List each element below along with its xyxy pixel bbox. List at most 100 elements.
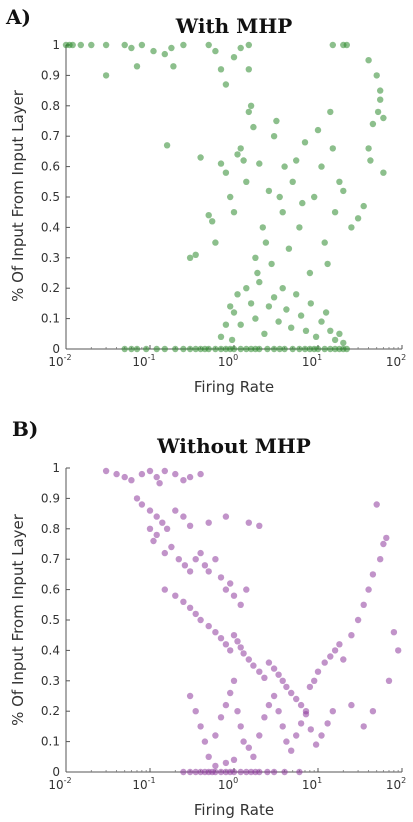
panel-a-data-point	[365, 145, 372, 152]
panel-a-data-point	[222, 169, 230, 176]
panel-b: B) Without MHP % Of Input From Input Lay…	[9, 417, 406, 819]
panel-b-data-point	[293, 695, 300, 703]
panel-b-data-point	[197, 616, 204, 624]
panel-b-data-point	[306, 683, 314, 691]
panel-b-data-point	[205, 753, 212, 760]
panel-b-data-point	[227, 580, 234, 587]
panel-b-data-point	[256, 768, 263, 776]
panel-a-data-point	[273, 117, 280, 125]
panel-b-data-point	[365, 586, 372, 593]
panel-b-data-point	[133, 495, 141, 502]
panel-a-data-point	[69, 41, 76, 49]
panel-b-data-point	[340, 656, 347, 663]
panel-b-data-point	[230, 592, 238, 599]
panel-b-x-tick-label: 10-1	[132, 776, 155, 792]
panel-a-data-point	[186, 345, 194, 353]
panel-a-xlabel: Firing Rate	[194, 378, 274, 396]
panel-a-data-point	[354, 215, 362, 222]
panel-b-data-point	[265, 659, 273, 666]
panel-a-data-point	[321, 345, 328, 353]
panel-a-data-point	[234, 291, 241, 298]
panel-b-data-point	[383, 534, 390, 542]
panel-a-data-point	[217, 333, 225, 340]
panel-b-data-point	[197, 549, 204, 557]
panel-a-data-point	[314, 126, 322, 134]
panel-b-data-point	[270, 768, 278, 776]
panel-a-data-point	[374, 108, 382, 116]
panel-b-data-point	[288, 689, 295, 697]
panel-b-data-point	[212, 768, 219, 776]
panel-b-data-point	[128, 477, 135, 484]
panel-b-data-point	[153, 513, 160, 520]
panel-a-data-point	[336, 330, 343, 337]
panel-a-axes: 0 0.1 0.2 0.3 0.4 0.5 0.6 0.7 0.8 0.9 1 10-2 10-1 100…	[41, 38, 406, 369]
panel-b-data-point	[281, 768, 288, 776]
panel-a-data-point	[237, 145, 244, 152]
panel-b-data-point	[311, 677, 318, 684]
panel-a-data-point	[279, 285, 286, 292]
panel-b-data-point	[227, 647, 234, 654]
panel-a-data-point	[168, 44, 175, 52]
panel-b-data-point	[256, 522, 263, 529]
panel-b-data-point	[197, 723, 204, 730]
panel-b-data-point	[217, 635, 225, 642]
panel-a-data-point	[324, 260, 331, 268]
panel-b-data-point	[283, 683, 290, 691]
panel-a-data-point	[247, 300, 255, 307]
panel-b-y-tick-label: 0.5	[41, 613, 60, 627]
panel-b-data-point	[102, 467, 110, 475]
panel-b-data-point	[230, 768, 238, 776]
panel-b-data-point	[186, 692, 194, 700]
panel-a-data-point	[301, 139, 309, 146]
panel-a-data-point	[264, 345, 271, 353]
panel-a-data-point	[270, 294, 278, 301]
panel-b-y-tick-label: 0.7	[41, 552, 60, 566]
panel-b-data-point	[237, 768, 244, 776]
panel-b-data-point	[360, 601, 367, 608]
panel-a-letter: A)	[5, 5, 31, 29]
panel-b-data-point	[261, 674, 268, 681]
panel-b-data-point	[197, 470, 204, 478]
panel-b-data-point	[181, 562, 189, 569]
panel-a-y-tick-label: 0.7	[41, 129, 60, 143]
panel-a-data-point	[180, 345, 187, 353]
panel-b-xlabel: Firing Rate	[194, 801, 274, 819]
panel-a-data-point	[314, 345, 322, 353]
panel-a-data-point	[256, 345, 263, 353]
panel-a-data-point	[254, 269, 261, 277]
panel-a-data-point	[307, 300, 314, 307]
panel-a-ylabel: % Of Input From Input Layer	[9, 89, 27, 302]
panel-b-data-point	[138, 501, 146, 508]
panel-b-data-point	[261, 714, 268, 721]
panel-b-data-point	[369, 571, 377, 578]
panel-b-data-point	[293, 732, 300, 739]
panel-a-data-point	[245, 108, 252, 116]
panel-a-y-tick-label: 0.8	[41, 99, 60, 113]
panel-b-points	[102, 467, 402, 776]
panel-b-data-point	[161, 467, 168, 475]
panel-a-data-point	[380, 114, 387, 122]
panel-b-data-point	[390, 629, 398, 636]
panel-a-data-point	[373, 72, 380, 79]
panel-b-data-point	[146, 525, 154, 532]
panel-b-data-point	[329, 708, 336, 715]
panel-b-data-point	[395, 647, 402, 654]
panel-b-y-tick-label: 0.4	[41, 643, 60, 657]
panel-b-data-point	[163, 525, 171, 532]
panel-b-data-point	[222, 641, 230, 648]
panel-b-data-point	[217, 768, 225, 776]
panel-b-data-point	[275, 708, 282, 715]
panel-b-y-tick-label: 0.9	[41, 491, 60, 505]
panel-a-data-point	[247, 102, 255, 110]
panel-a-data-point	[212, 239, 219, 246]
panel-a-y-tick-label: 0.9	[41, 68, 60, 82]
panel-a-x-tick-label: 101	[302, 353, 322, 369]
panel-a-data-point	[222, 321, 230, 328]
panel-b-data-point	[250, 753, 257, 760]
panel-b-data-point	[307, 726, 314, 733]
panel-b-data-point	[264, 768, 271, 776]
panel-b-data-point	[205, 519, 212, 526]
panel-a-data-point	[318, 318, 325, 325]
panel-b-data-point	[270, 692, 278, 700]
